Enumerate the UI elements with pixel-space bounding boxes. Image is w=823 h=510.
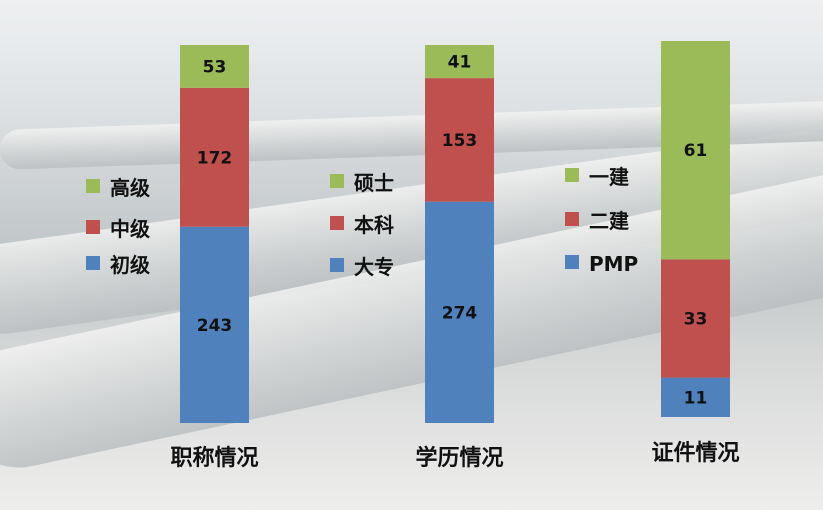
data-label: 172 [197, 148, 233, 168]
bar-segment-PMP [661, 377, 730, 417]
legend-swatch-大专 [330, 258, 344, 272]
legend-label: 本科 [354, 213, 394, 237]
bar-segment-大专 [425, 201, 494, 423]
legend-label: PMP [589, 252, 638, 276]
legend-label: 一建 [589, 165, 629, 189]
category-label: 证件情况 [651, 440, 739, 466]
bar-segment-中级 [180, 87, 249, 227]
bar-segment-一建 [661, 41, 730, 260]
bar-segment-本科 [425, 78, 494, 202]
legend-swatch-高级 [86, 179, 100, 193]
category-label: 职称情况 [170, 445, 258, 471]
legend-label: 二建 [589, 209, 629, 233]
bar-segment-二建 [661, 259, 730, 378]
bar-segment-高级 [180, 45, 249, 88]
legend-swatch-初级 [86, 256, 100, 270]
legend-swatch-二建 [565, 212, 579, 226]
legend-label: 中级 [110, 217, 150, 241]
data-label: 61 [684, 141, 708, 161]
data-label: 153 [442, 131, 478, 151]
legend-swatch-本科 [330, 216, 344, 230]
legend-swatch-中级 [86, 220, 100, 234]
data-label: 11 [684, 388, 708, 408]
data-label: 33 [684, 310, 708, 330]
legend-swatch-PMP [565, 255, 579, 269]
legend-label: 大专 [354, 255, 394, 279]
legend-label: 高级 [110, 176, 150, 200]
data-label: 41 [448, 53, 472, 73]
data-label: 53 [203, 57, 227, 77]
legend-swatch-硕士 [330, 174, 344, 188]
legend-swatch-一建 [565, 168, 579, 182]
legend-label: 初级 [110, 253, 150, 277]
data-label: 274 [442, 303, 478, 323]
bar-segment-硕士 [425, 45, 494, 79]
data-label: 243 [197, 316, 233, 336]
bar-segment-初级 [180, 226, 249, 423]
legend-label: 硕士 [354, 171, 394, 195]
category-label: 学历情况 [415, 445, 503, 471]
